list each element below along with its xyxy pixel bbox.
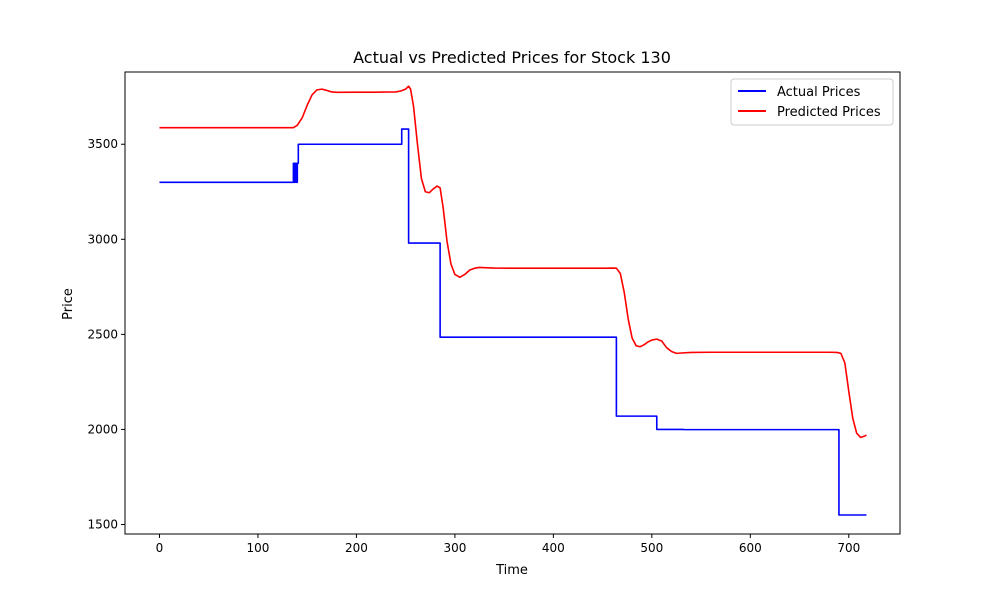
series-line-actual-prices <box>159 128 867 516</box>
legend: Actual Prices Predicted Prices <box>730 78 894 126</box>
axes-frame <box>124 71 901 535</box>
x-axis: 0 100 200 300 400 500 600 700 <box>156 534 860 555</box>
y-axis-label: Price <box>61 288 76 320</box>
x-tick-label: 700 <box>837 541 860 555</box>
x-tick-label: 500 <box>640 541 663 555</box>
y-tick-label: 3000 <box>87 232 118 246</box>
x-axis-label: Time <box>495 563 528 578</box>
series-line-predicted-prices <box>159 85 867 439</box>
x-tick-label: 600 <box>739 541 762 555</box>
plot-area <box>159 85 867 516</box>
legend-box <box>730 78 894 126</box>
y-tick-label: 2000 <box>87 422 118 436</box>
x-tick-label: 100 <box>246 541 269 555</box>
x-tick-label: 200 <box>345 541 368 555</box>
legend-label-actual: Actual Prices <box>777 85 861 100</box>
x-tick-label: 400 <box>542 541 565 555</box>
chart-title: Actual vs Predicted Prices for Stock 130 <box>353 48 671 67</box>
y-axis: 1500 2000 2500 3000 3500 <box>87 137 125 531</box>
y-tick-label: 2500 <box>87 327 118 341</box>
x-tick-label: 0 <box>156 541 164 555</box>
y-tick-label: 1500 <box>87 517 118 531</box>
x-tick-label: 300 <box>443 541 466 555</box>
legend-label-predicted: Predicted Prices <box>777 105 881 120</box>
y-tick-label: 3500 <box>87 137 118 151</box>
